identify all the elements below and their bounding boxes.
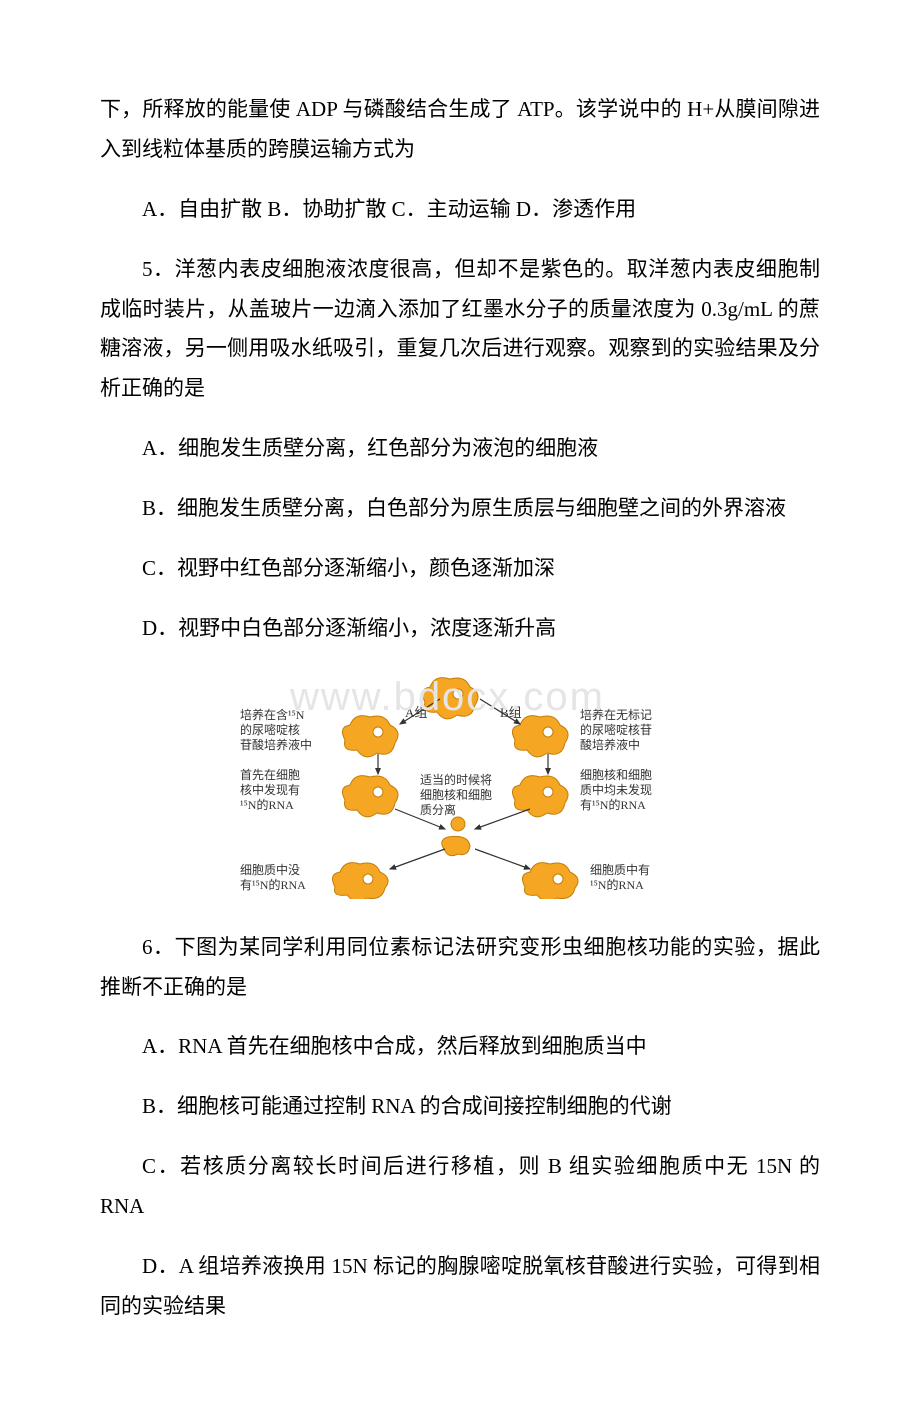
label-left1: 培养在含¹⁵N bbox=[240, 707, 305, 722]
label-left1c: 苷酸培养液中 bbox=[240, 737, 312, 752]
amoeba-right-1 bbox=[512, 715, 568, 756]
amoeba-bottom-left bbox=[332, 862, 388, 898]
document-page: 下，所释放的能量使 ADP 与磷酸结合生成了 ATP。该学说中的 H+从膜间隙进… bbox=[0, 0, 920, 1407]
label-left3b: 有¹⁵N的RNA bbox=[240, 877, 306, 892]
label-left3: 细胞质中没 bbox=[240, 862, 300, 877]
label-right3b: ¹⁵N的RNA bbox=[590, 877, 644, 892]
q6-figure: www.bdocx.com bbox=[100, 669, 820, 913]
amoeba-right-2 bbox=[512, 775, 568, 816]
separated-cell bbox=[442, 817, 470, 856]
amoeba-top bbox=[422, 677, 478, 718]
q5-option-b: B．细胞发生质壁分离，白色部分为原生质层与细胞壁之间的外界溶液 bbox=[100, 489, 820, 529]
label-center: 适当的时候将 bbox=[420, 772, 492, 787]
label-right2b: 质中均未发现 bbox=[580, 782, 652, 797]
label-group-a: A组 bbox=[405, 705, 427, 720]
paragraph-continued: 下，所释放的能量使 ADP 与磷酸结合生成了 ATP。该学说中的 H+从膜间隙进… bbox=[100, 90, 820, 170]
label-centerc: 质分离 bbox=[420, 802, 456, 817]
label-right2: 细胞核和细胞 bbox=[580, 768, 652, 782]
label-right3: 细胞质中有 bbox=[590, 862, 650, 877]
q6-stem: 6．下图为某同学利用同位素标记法研究变形虫细胞核功能的实验，据此推断不正确的是 bbox=[100, 928, 820, 1008]
label-left1b: 的尿嘧啶核 bbox=[240, 722, 300, 737]
q5-option-c: C．视野中红色部分逐渐缩小，颜色逐渐加深 bbox=[100, 549, 820, 589]
label-right1: 培养在无标记 bbox=[580, 707, 652, 722]
q6-option-c: C．若核质分离较长时间后进行移植，则 B 组实验细胞质中无 15N 的 RNA bbox=[100, 1147, 820, 1227]
amoeba-bottom-right bbox=[522, 862, 578, 898]
q5-option-a: A．细胞发生质壁分离，红色部分为液泡的细胞液 bbox=[100, 429, 820, 469]
q5-option-d: D．视野中白色部分逐渐缩小，浓度逐渐升高 bbox=[100, 609, 820, 649]
amoeba-left-1 bbox=[342, 715, 398, 756]
label-left2b: 核中发现有 bbox=[240, 782, 300, 797]
q6-option-a: A．RNA 首先在细胞核中合成，然后释放到细胞质当中 bbox=[100, 1027, 820, 1067]
label-right1b: 的尿嘧啶核苷 bbox=[580, 722, 652, 737]
q5-stem: 5．洋葱内表皮细胞液浓度很高，但却不是紫色的。取洋葱内表皮细胞制成临时装片，从盖… bbox=[100, 250, 820, 410]
label-right2c: 有¹⁵N的RNA bbox=[580, 797, 646, 812]
label-centerb: 细胞核和细胞 bbox=[420, 788, 492, 802]
label-left2: 首先在细胞 bbox=[240, 768, 300, 782]
amoeba-left-2 bbox=[342, 775, 398, 816]
q4-options: A．自由扩散 B．协助扩散 C．主动运输 D．渗透作用 bbox=[100, 190, 820, 230]
q6-option-d: D．A 组培养液换用 15N 标记的胸腺嘧啶脱氧核苷酸进行实验，可得到相同的实验… bbox=[100, 1247, 820, 1327]
label-group-b: B组 bbox=[500, 705, 522, 720]
amoeba-diagram: A组 B组 培养在含¹⁵N 的尿嘧啶核 苷酸培养液中 培养在无标记 的尿嘧啶核苷… bbox=[230, 669, 690, 899]
label-left2c: ¹⁵N的RNA bbox=[240, 797, 294, 812]
label-right1c: 酸培养液中 bbox=[580, 737, 640, 752]
q6-option-b: B．细胞核可能通过控制 RNA 的合成间接控制细胞的代谢 bbox=[100, 1087, 820, 1127]
